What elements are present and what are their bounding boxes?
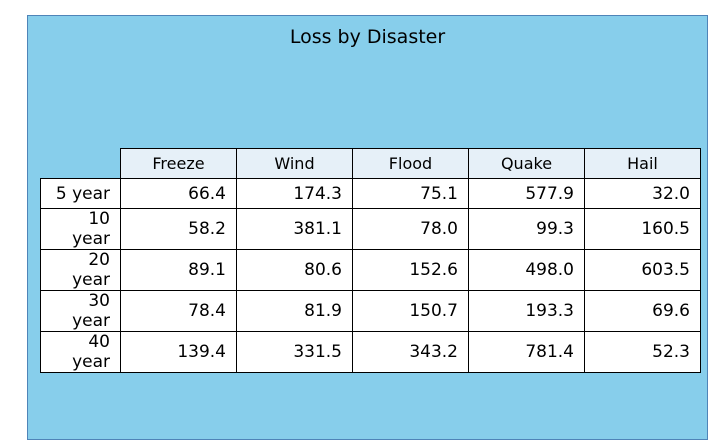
table-row: 20 year 89.1 80.6 152.6 498.0 603.5 (40, 249, 701, 291)
table-cell: 32.0 (584, 178, 701, 209)
table-cell: 577.9 (468, 178, 585, 209)
row-header: 10 year (40, 208, 121, 250)
column-header-freeze: Freeze (120, 148, 237, 179)
table-cell: 89.1 (120, 249, 237, 291)
column-header-quake: Quake (468, 148, 585, 179)
row-header: 30 year (40, 290, 121, 332)
table-cell: 99.3 (468, 208, 585, 250)
row-header: 40 year (40, 331, 121, 373)
table-cell: 160.5 (584, 208, 701, 250)
table-cell: 381.1 (236, 208, 353, 250)
table-cell: 498.0 (468, 249, 585, 291)
column-header-wind: Wind (236, 148, 353, 179)
header-row: Freeze Wind Flood Quake Hail (41, 148, 701, 179)
table-cell: 603.5 (584, 249, 701, 291)
table-cell: 78.0 (352, 208, 469, 250)
table-cell: 81.9 (236, 290, 353, 332)
table-cell: 80.6 (236, 249, 353, 291)
chart-title: Loss by Disaster (289, 26, 446, 48)
corner-cell (41, 149, 121, 179)
table-cell: 331.5 (236, 331, 353, 373)
table-cell: 52.3 (584, 331, 701, 373)
table-cell: 58.2 (120, 208, 237, 250)
table-cell: 174.3 (236, 178, 353, 209)
table-cell: 150.7 (352, 290, 469, 332)
row-header: 20 year (40, 249, 121, 291)
table-cell: 78.4 (120, 290, 237, 332)
table-cell: 781.4 (468, 331, 585, 373)
data-table: Freeze Wind Flood Quake Hail 5 year 66.4… (40, 148, 701, 373)
table-cell: 152.6 (352, 249, 469, 291)
table-cell: 343.2 (352, 331, 469, 373)
table-cell: 75.1 (352, 178, 469, 209)
chart-panel: Loss by Disaster Freeze Wind Flood Quake… (27, 15, 708, 440)
table-row: 5 year 66.4 174.3 75.1 577.9 32.0 (40, 178, 701, 209)
table-row: 10 year 58.2 381.1 78.0 99.3 160.5 (40, 208, 701, 250)
table-cell: 139.4 (120, 331, 237, 373)
table-row: 30 year 78.4 81.9 150.7 193.3 69.6 (40, 290, 701, 332)
column-header-hail: Hail (584, 148, 701, 179)
table-cell: 69.6 (584, 290, 701, 332)
row-header: 5 year (40, 178, 121, 209)
table-cell: 66.4 (120, 178, 237, 209)
column-header-flood: Flood (352, 148, 469, 179)
table-cell: 193.3 (468, 290, 585, 332)
table-row: 40 year 139.4 331.5 343.2 781.4 52.3 (40, 331, 701, 373)
